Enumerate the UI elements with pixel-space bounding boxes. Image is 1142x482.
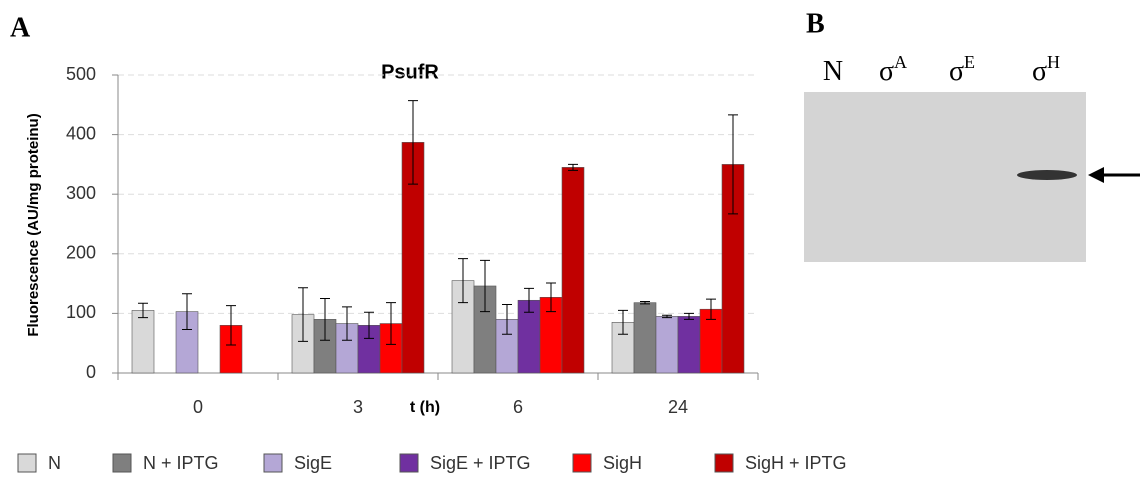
lane-label: N: [823, 56, 843, 87]
legend-swatch: [400, 454, 418, 472]
arrow-head: [1088, 167, 1104, 183]
x-tick-label: 3: [353, 397, 363, 417]
y-tick-label: 400: [66, 123, 96, 143]
lane-symbol: σ: [949, 56, 964, 87]
bar: [562, 167, 584, 373]
legend-swatch: [18, 454, 36, 472]
legend-swatch: [715, 454, 733, 472]
bar: [634, 303, 656, 373]
legend-label: SigE: [294, 453, 332, 473]
gel-band: [1017, 170, 1077, 180]
legend-label: SigE + IPTG: [430, 453, 531, 473]
figure: A B PsufR t (h) Fluorescence (AU/mg prot…: [0, 0, 1142, 477]
panel-label: A: [10, 12, 31, 43]
panel-label: B: [806, 8, 825, 39]
lane-superscript: A: [894, 52, 907, 72]
lane-symbol: σ: [1032, 56, 1047, 87]
legend-swatch: [573, 454, 591, 472]
legend-label: SigH: [603, 453, 642, 473]
lane-superscript: H: [1047, 52, 1060, 72]
lane-symbol: N: [823, 56, 843, 87]
lane-symbol: σ: [879, 56, 894, 87]
lane-superscript: E: [964, 52, 975, 72]
y-tick-label: 200: [66, 243, 96, 263]
y-tick-label: 100: [66, 302, 96, 322]
legend-swatch: [264, 454, 282, 472]
legend-label: N + IPTG: [143, 453, 219, 473]
lane-label: σE: [949, 52, 975, 87]
chart-title: PsufR: [381, 61, 439, 83]
legend-label: N: [48, 453, 61, 473]
bar: [678, 316, 700, 373]
y-tick-label: 0: [86, 362, 96, 382]
bar: [132, 310, 154, 373]
y-axis-label: Fluorescence (AU/mg proteinu): [25, 113, 42, 336]
y-tick-label: 300: [66, 183, 96, 203]
legend-label: SigH + IPTG: [745, 453, 847, 473]
lane-label: σH: [1032, 52, 1060, 87]
x-tick-label: 0: [193, 397, 203, 417]
legend-swatch: [113, 454, 131, 472]
bar: [656, 316, 678, 373]
lane-label: σA: [879, 52, 907, 87]
x-tick-label: 6: [513, 397, 523, 417]
y-tick-label: 500: [66, 64, 96, 84]
x-axis-label: t (h): [410, 399, 440, 416]
x-tick-label: 24: [668, 397, 688, 417]
